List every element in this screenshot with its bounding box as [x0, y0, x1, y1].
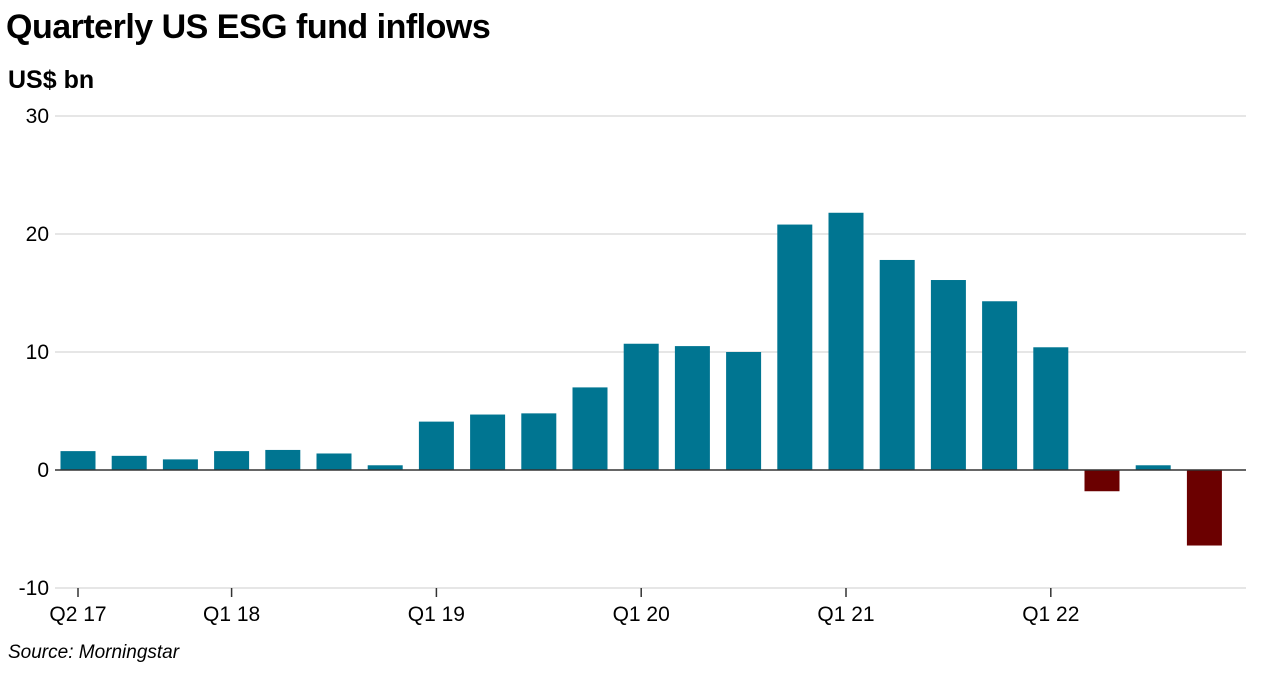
bar — [214, 451, 250, 470]
bar — [1084, 470, 1120, 492]
bar — [674, 346, 710, 470]
y-tick-label: 0 — [37, 459, 49, 482]
bar — [982, 301, 1018, 470]
bar — [111, 455, 147, 470]
bar — [572, 387, 608, 470]
source-note: Source: Morningstar — [8, 642, 180, 663]
bar — [1135, 465, 1171, 470]
bar — [726, 352, 762, 470]
bar — [777, 224, 813, 470]
x-tick-label: Q1 21 — [817, 603, 874, 626]
bar — [470, 414, 506, 470]
bar — [60, 451, 96, 470]
y-tick-label: 10 — [26, 341, 49, 364]
y-axis-unit-label: US$ bn — [8, 66, 95, 94]
x-tick-label: Q1 18 — [203, 603, 260, 626]
x-tick-label: Q1 20 — [613, 603, 670, 626]
y-tick-label: 30 — [26, 105, 49, 128]
y-tick-label: 20 — [26, 223, 49, 246]
chart-title: Quarterly US ESG fund inflows — [6, 8, 491, 46]
bar — [828, 212, 864, 470]
bar — [623, 343, 659, 470]
bar — [930, 280, 966, 470]
bar — [162, 459, 198, 470]
bar — [1186, 470, 1222, 546]
bar — [265, 449, 301, 470]
bar — [316, 453, 352, 470]
bar — [879, 259, 915, 470]
bar — [1033, 347, 1069, 470]
x-tick-label: Q2 17 — [49, 603, 106, 626]
bar — [521, 413, 557, 470]
y-tick-label: -10 — [19, 577, 49, 600]
x-tick-label: Q1 22 — [1022, 603, 1079, 626]
bar — [418, 421, 454, 470]
bar — [367, 465, 403, 470]
x-tick-label: Q1 19 — [408, 603, 465, 626]
